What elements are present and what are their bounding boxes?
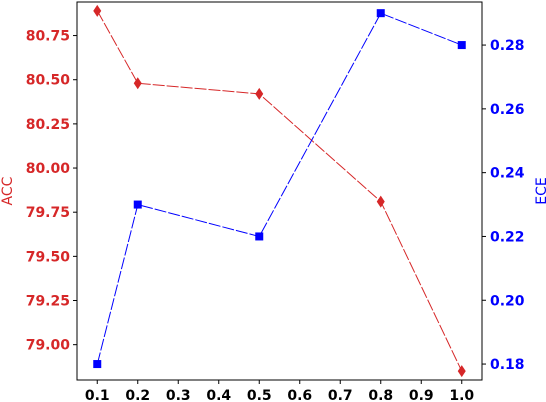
acc-point-marker [457, 365, 466, 378]
series-layer [93, 4, 466, 378]
right-y-tick-label: 0.22 [490, 229, 525, 245]
left-y-tick-label: 80.75 [26, 29, 70, 45]
left-y-tick-label: 80.00 [26, 161, 71, 177]
left-y-tick-label: 79.25 [26, 294, 70, 310]
acc-point-marker [133, 77, 142, 90]
acc-series-line [96, 10, 463, 372]
left-y-tick-label: 79.75 [26, 205, 70, 221]
x-tick-label: 0.2 [125, 388, 150, 402]
acc-point-marker [376, 195, 385, 208]
ece-point-marker [457, 41, 466, 50]
x-tick-label: 0.8 [368, 388, 393, 402]
right-y-tick-label: 0.20 [490, 293, 525, 309]
x-tick-label: 0.1 [85, 388, 110, 402]
ece-point-marker [255, 232, 264, 241]
left-y-tick-label: 79.50 [26, 249, 71, 265]
right-y-axis-label: ECE [534, 177, 546, 204]
plot-frame [76, 1, 483, 381]
x-tick-label: 1.0 [449, 388, 474, 402]
x-tick-label: 0.9 [409, 388, 434, 402]
left-y-axis-label: ACC [0, 176, 16, 205]
x-tick-label: 0.5 [247, 388, 272, 402]
left-y-tick-label: 80.25 [26, 117, 70, 133]
x-tick-label: 0.3 [166, 388, 191, 402]
right-y-axis: 0.18 0.20 0.22 0.24 0.26 0.28 [482, 38, 525, 373]
ece-series-line [96, 12, 462, 365]
left-y-tick-label: 79.00 [26, 338, 71, 354]
acc-point-marker [255, 87, 264, 100]
right-y-tick-label: 0.28 [490, 38, 525, 54]
ece-point-marker [93, 360, 102, 369]
left-y-axis: 79.00 79.25 79.50 79.75 80.00 80.25 80.50 80.75 [26, 29, 77, 354]
ece-point-marker [376, 9, 385, 18]
x-tick-label: 0.4 [206, 388, 231, 402]
right-y-tick-label: 0.24 [490, 166, 525, 182]
ece-point-marker [133, 200, 142, 209]
left-y-tick-label: 80.50 [26, 73, 71, 89]
acc-point-marker [93, 4, 102, 17]
x-tick-label: 0.6 [287, 388, 312, 402]
x-axis: 0.1 0.2 0.3 0.4 0.5 0.6 0.7 0.8 0.9 1.0 [85, 380, 474, 402]
x-tick-label: 0.7 [328, 388, 353, 402]
right-y-tick-label: 0.18 [490, 357, 525, 373]
right-y-tick-label: 0.26 [490, 102, 525, 118]
